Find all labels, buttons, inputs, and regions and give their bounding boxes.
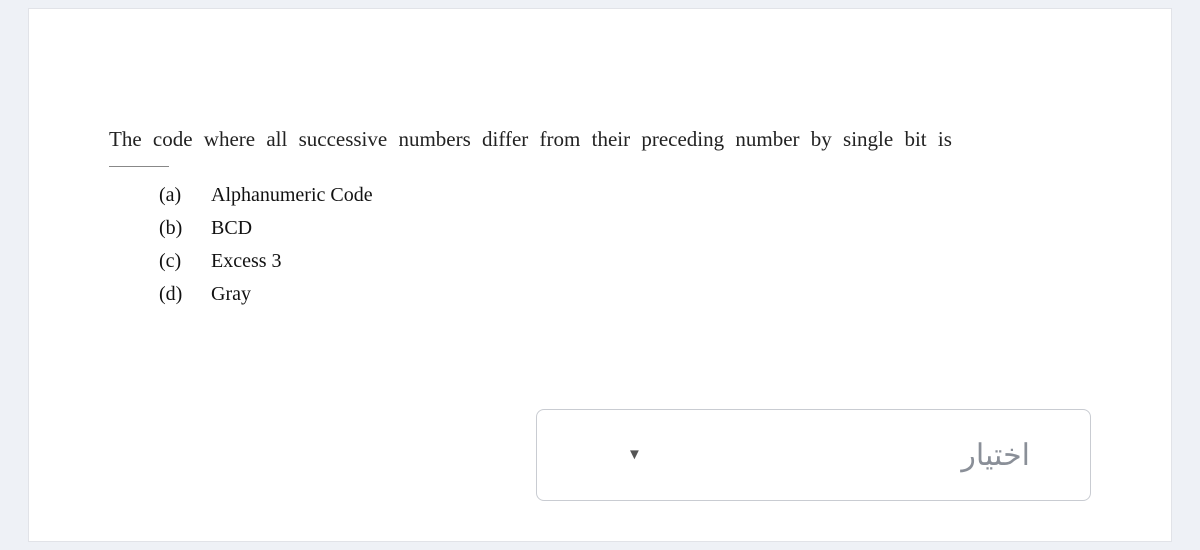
option-key: (d): [159, 278, 211, 311]
option-label: Alphanumeric Code: [211, 179, 373, 212]
option-label: Gray: [211, 278, 251, 311]
options-list: (a) Alphanumeric Code (b) BCD (c) Excess…: [109, 179, 1091, 311]
question-card: The code where all successive numbers di…: [28, 8, 1172, 542]
option-c: (c) Excess 3: [159, 245, 1091, 278]
option-a: (a) Alphanumeric Code: [159, 179, 1091, 212]
option-label: Excess 3: [211, 245, 282, 278]
option-key: (b): [159, 212, 211, 245]
option-d: (d) Gray: [159, 278, 1091, 311]
question-text: The code where all successive numbers di…: [109, 124, 1091, 156]
question-divider: [109, 166, 169, 167]
option-key: (a): [159, 179, 211, 212]
chevron-down-icon: ▼: [627, 447, 642, 464]
answer-select[interactable]: ▼ اختيار: [536, 409, 1091, 501]
option-key: (c): [159, 245, 211, 278]
select-placeholder: اختيار: [961, 438, 1030, 473]
option-b: (b) BCD: [159, 212, 1091, 245]
option-label: BCD: [211, 212, 252, 245]
